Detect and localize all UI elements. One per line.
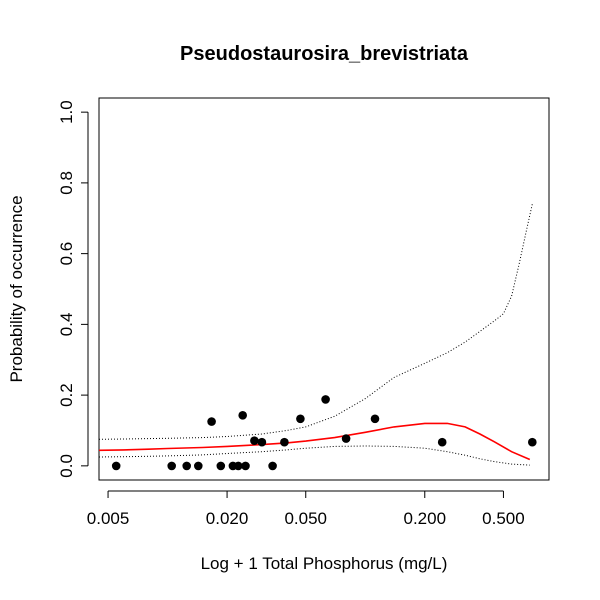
data-point bbox=[437, 437, 447, 447]
data-point bbox=[238, 411, 247, 420]
data-point bbox=[207, 417, 216, 426]
data-point bbox=[250, 436, 259, 446]
data-point bbox=[194, 461, 203, 471]
x-tick-label: 0.050 bbox=[284, 509, 327, 528]
data-point bbox=[341, 434, 351, 443]
data-point bbox=[167, 461, 176, 471]
y-tick-label: 0.6 bbox=[57, 242, 76, 266]
y-axis-label: Probability of occurrence bbox=[7, 195, 26, 382]
plot-frame bbox=[98, 97, 550, 481]
data-point bbox=[216, 461, 226, 471]
data-point bbox=[280, 437, 289, 447]
y-tick-label: 0.2 bbox=[57, 383, 76, 407]
data-point bbox=[182, 461, 191, 471]
data-point bbox=[241, 461, 250, 471]
x-tick-label: 0.020 bbox=[206, 509, 249, 528]
y-tick-label: 0.8 bbox=[57, 171, 76, 195]
data-point bbox=[257, 437, 267, 447]
data-point bbox=[268, 461, 277, 471]
x-tick-label: 0.500 bbox=[482, 509, 525, 528]
data-point bbox=[528, 437, 537, 447]
chart-title: Pseudostaurosira_brevistriata bbox=[180, 43, 469, 65]
data-point bbox=[296, 414, 305, 424]
x-tick-label: 0.200 bbox=[403, 509, 446, 528]
data-point bbox=[234, 461, 243, 471]
upper-ci-line bbox=[98, 203, 533, 440]
fit-line bbox=[98, 422, 531, 461]
y-tick-label: 0.0 bbox=[57, 454, 76, 478]
data-point bbox=[370, 414, 380, 424]
x-tick-label: 0.005 bbox=[87, 509, 130, 528]
data-point bbox=[321, 395, 330, 404]
data-point bbox=[111, 461, 121, 471]
x-axis-label: Log + 1 Total Phosphorus (mg/L) bbox=[201, 554, 448, 573]
y-tick-label: 1.0 bbox=[57, 100, 76, 124]
y-tick-label: 0.4 bbox=[57, 313, 76, 337]
